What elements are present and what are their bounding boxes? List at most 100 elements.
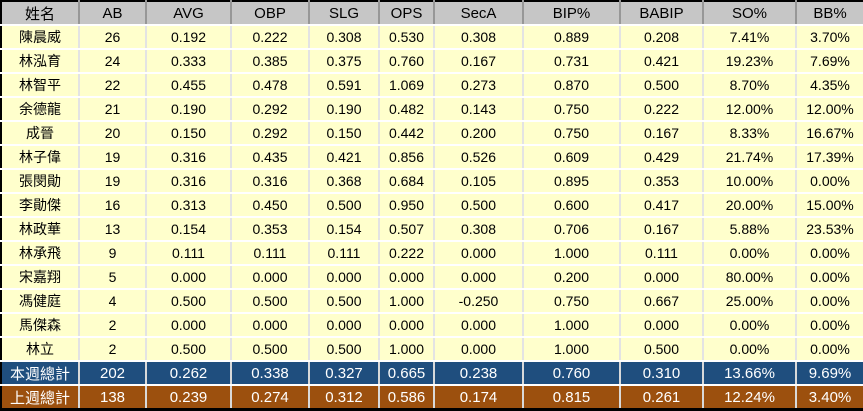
column-header: SecA	[434, 1, 524, 26]
column-header: SO%	[703, 1, 797, 26]
stats-table-body: 陳晨威 26 0.192 0.222 0.308 0.530 0.308 0.889 0.208…	[1, 25, 863, 410]
stat-cell: 0.154	[309, 217, 380, 242]
stat-cell: 0.500	[620, 73, 704, 98]
stat-cell: 1.069	[379, 73, 435, 98]
stat-cell: 0.667	[620, 289, 704, 314]
stat-cell: 0.111	[309, 241, 380, 266]
stat-cell: 80.00%	[703, 265, 797, 290]
player-name-cell: 林立	[1, 337, 80, 362]
stat-cell: 0.731	[523, 49, 621, 74]
stat-cell: 0.417	[620, 193, 704, 218]
stat-cell: 0.308	[434, 25, 524, 50]
stat-cell: 0.500	[309, 289, 380, 314]
stat-cell: 0.208	[620, 25, 704, 50]
stat-cell: 0.353	[620, 169, 704, 194]
total-stat-cell: 0.310	[620, 361, 704, 386]
stat-cell: 0.200	[434, 121, 524, 146]
total-label-cell: 本週總計	[1, 361, 80, 386]
stat-cell: 0.482	[379, 97, 435, 122]
stat-cell: 8.70%	[703, 73, 797, 98]
player-name-cell: 林智平	[1, 73, 80, 98]
stat-cell: 0.00%	[796, 289, 863, 314]
stat-cell: 0.167	[620, 217, 704, 242]
stat-cell: 0.889	[523, 25, 621, 50]
stat-cell: 0.435	[231, 145, 310, 170]
total-stat-cell: 202	[79, 361, 147, 386]
stat-cell: 25.00%	[703, 289, 797, 314]
stat-cell: 20.00%	[703, 193, 797, 218]
stat-cell: 0.000	[309, 265, 380, 290]
total-stat-cell: 0.274	[231, 385, 310, 410]
player-name-cell: 余德龍	[1, 97, 80, 122]
total-stat-cell: 9.69%	[796, 361, 863, 386]
column-header: OPS	[379, 1, 435, 26]
player-row: 成晉 20 0.150 0.292 0.150 0.442 0.200 0.750 0.167 8…	[1, 121, 863, 146]
stat-cell: 0.000	[309, 313, 380, 338]
player-name-cell: 李勛傑	[1, 193, 80, 218]
stat-cell: 0.000	[434, 241, 524, 266]
column-header: OBP	[231, 1, 310, 26]
stat-cell: 0.167	[620, 121, 704, 146]
stat-cell: 0.000	[620, 313, 704, 338]
player-name-cell: 林政華	[1, 217, 80, 242]
total-stat-cell: 0.174	[434, 385, 524, 410]
player-row: 陳晨威 26 0.192 0.222 0.308 0.530 0.308 0.889 0.208…	[1, 25, 863, 50]
stat-cell: 0.353	[231, 217, 310, 242]
total-stat-cell: 138	[79, 385, 147, 410]
stat-cell: 19.23%	[703, 49, 797, 74]
stat-cell: 0.316	[146, 169, 232, 194]
stat-cell: 22	[79, 73, 147, 98]
header-row: 姓名 AB AVG OBP SLG OPS SecA BIP% BABIP SO% BB%	[1, 1, 863, 26]
stat-cell: 0.000	[434, 337, 524, 362]
stat-cell: 0.500	[146, 289, 232, 314]
stat-cell: 0.750	[523, 289, 621, 314]
total-stat-cell: 0.815	[523, 385, 621, 410]
stat-cell: 0.105	[434, 169, 524, 194]
stat-cell: 19	[79, 169, 147, 194]
stat-cell: 0.000	[434, 313, 524, 338]
stat-cell: 0.00%	[703, 313, 797, 338]
column-header: BABIP	[620, 1, 704, 26]
stat-cell: 0.00%	[796, 313, 863, 338]
total-stat-cell: 0.239	[146, 385, 232, 410]
stat-cell: 0.591	[309, 73, 380, 98]
player-name-cell: 馮健庭	[1, 289, 80, 314]
player-row: 李勛傑 16 0.313 0.450 0.500 0.950 0.500 0.600 0.417…	[1, 193, 863, 218]
this-week-total-row: 本週總計 202 0.262 0.338 0.327 0.665 0.238 0.760 0.3…	[1, 361, 863, 386]
stat-cell: 16	[79, 193, 147, 218]
column-header: BB%	[796, 1, 863, 26]
stat-cell: 0.150	[146, 121, 232, 146]
stat-cell: 0.950	[379, 193, 435, 218]
stat-cell: 0.00%	[796, 337, 863, 362]
stat-cell: 24	[79, 49, 147, 74]
stat-cell: 17.39%	[796, 145, 863, 170]
stat-cell: 1.000	[379, 337, 435, 362]
player-name-cell: 林子偉	[1, 145, 80, 170]
stat-cell: 0.00%	[796, 241, 863, 266]
total-stat-cell: 0.760	[523, 361, 621, 386]
stat-cell: 0.870	[523, 73, 621, 98]
stat-cell: 0.760	[379, 49, 435, 74]
last-week-total-row: 上週總計 138 0.239 0.274 0.312 0.586 0.174 0.815 0.2…	[1, 385, 863, 410]
player-row: 林子偉 19 0.316 0.435 0.421 0.856 0.526 0.609 0.429…	[1, 145, 863, 170]
stat-cell: 0.609	[523, 145, 621, 170]
stat-cell: 7.41%	[703, 25, 797, 50]
player-row: 馬傑森 2 0.000 0.000 0.000 0.000 0.000 1.000 0.000 0…	[1, 313, 863, 338]
stat-cell: 0.385	[231, 49, 310, 74]
player-name-cell: 林承飛	[1, 241, 80, 266]
stat-cell: 0.429	[620, 145, 704, 170]
stat-cell: 12.00%	[796, 97, 863, 122]
total-stat-cell: 0.338	[231, 361, 310, 386]
stat-cell: 0.450	[231, 193, 310, 218]
total-stat-cell: 0.262	[146, 361, 232, 386]
stat-cell: 0.507	[379, 217, 435, 242]
stat-cell: 0.600	[523, 193, 621, 218]
stat-cell: 0.308	[309, 25, 380, 50]
stat-cell: 0.308	[434, 217, 524, 242]
stat-cell: 21.74%	[703, 145, 797, 170]
total-stat-cell: 0.327	[309, 361, 380, 386]
stat-cell: 0.421	[620, 49, 704, 74]
stat-cell: 0.00%	[796, 265, 863, 290]
stat-cell: 0.706	[523, 217, 621, 242]
